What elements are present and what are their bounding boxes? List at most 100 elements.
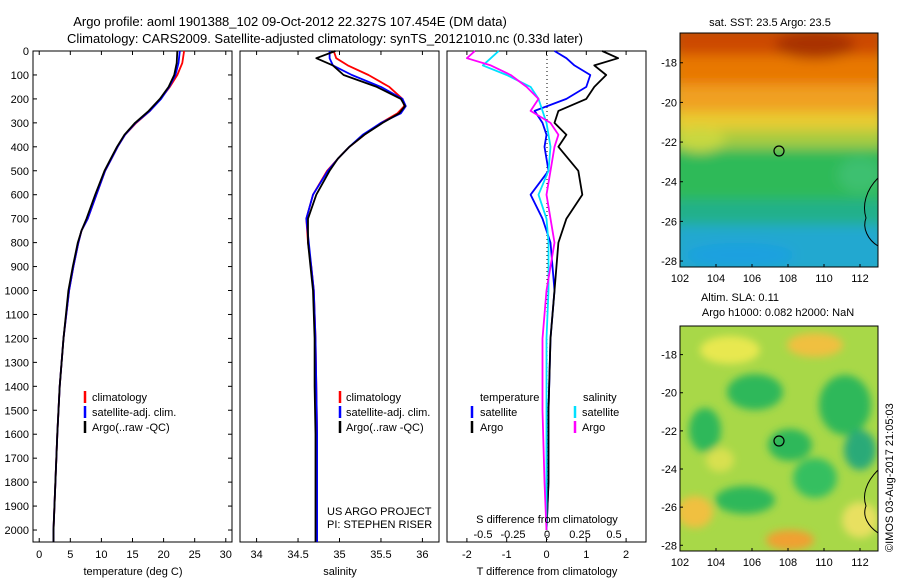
map-x-tick-label: 110 [815, 273, 833, 285]
x-tick-label: 35 [333, 549, 345, 561]
map-y-tick-label: -26 [661, 216, 677, 228]
s-difference-x-label: S difference from climatology [476, 514, 618, 526]
sla-map-title: Altim. SLA: 0.11 [701, 292, 779, 304]
sla-map-panel: Altim. SLA: 0.11 Argo h1000: 0.082 h2000… [661, 292, 879, 569]
depth-tick-label: 700 [11, 214, 29, 226]
salinity-x-label: salinity [323, 566, 357, 578]
depth-tick-label: 1600 [5, 429, 29, 441]
x-tick-label: 25 [189, 549, 201, 561]
map-y-tick-label: -26 [661, 502, 677, 514]
x-tick-label: 2 [623, 549, 629, 561]
map-x-tick-label: 112 [851, 557, 869, 569]
sst-y-axis: -18 -20 -22 -24 -26 -28 [661, 58, 683, 268]
sla-y-axis: -18 -20 -22 -24 -26 -28 [661, 350, 683, 552]
x-tick-label: 1 [583, 549, 589, 561]
x-tick-label: -2 [462, 549, 472, 561]
legend-label-s-satellite: satellite [582, 407, 619, 419]
depth-tick-label: 500 [11, 166, 29, 178]
sst-map-frame [679, 32, 879, 268]
x-tick-label: 15 [126, 549, 138, 561]
map-y-tick-label: -24 [661, 177, 677, 189]
map-x-tick-label: 108 [779, 557, 797, 569]
sst-map-panel: sat. SST: 23.5 Argo: 23.5 102 104 106 108 11… [661, 17, 879, 285]
map-x-tick-label: 102 [671, 273, 689, 285]
legend-label-t-argo: Argo [480, 422, 503, 434]
sst-argo-marker [773, 145, 785, 157]
x-tick-label: 20 [157, 549, 169, 561]
depth-tick-label: 200 [11, 94, 29, 106]
depth-tick-label: 1100 [5, 309, 29, 321]
x-tick-label: 0 [36, 549, 42, 561]
legend-label-climatology: climatology [92, 392, 148, 404]
s-diff-tick-label: 0 [544, 529, 550, 541]
depth-tick-label: 1800 [5, 477, 29, 489]
legend-label-s-argo: Argo [582, 422, 605, 434]
map-y-tick-label: -20 [661, 388, 677, 400]
depth-tick-label: 300 [11, 118, 29, 130]
salinity-plot-frame [239, 50, 440, 543]
legend-label-t-satellite: satellite [480, 407, 517, 419]
series-line-argo-raw-qc- [52, 50, 179, 542]
depth-tick-label: 400 [11, 142, 29, 154]
x-tick-label: -1 [502, 549, 512, 561]
project-annotation: US ARGO PROJECT [327, 506, 432, 518]
sla-map-frame [679, 325, 879, 552]
difference-series [465, 50, 619, 531]
salinity-legend: climatology satellite-adj. clim. Argo(..… [338, 391, 430, 434]
sst-heatmap [680, 33, 878, 267]
salinity-x-axis: 34 34.5 35 35.5 36 [250, 51, 429, 561]
difference-x-axis: -2 -1 0 1 2 -0.5 -0.25 0 0.25 0.5 [462, 51, 629, 561]
map-x-tick-label: 104 [707, 273, 725, 285]
map-x-tick-label: 108 [779, 273, 797, 285]
depth-tick-label: 1300 [5, 357, 29, 369]
depth-tick-label: 1000 [5, 286, 29, 298]
temperature-x-axis: 0 5 10 15 20 25 30 [36, 51, 232, 561]
map-y-tick-label: -20 [661, 97, 677, 109]
map-y-tick-label: -28 [661, 540, 677, 552]
depth-tick-label: 600 [11, 190, 29, 202]
depth-tick-label: 2000 [5, 525, 29, 537]
sla-argo-marker [773, 435, 785, 447]
x-tick-label: 10 [95, 549, 107, 561]
legend-header-temperature: temperature [480, 392, 539, 404]
x-tick-label: 34.5 [287, 549, 308, 561]
sla-coastline [864, 469, 879, 534]
temperature-plot-frame [32, 50, 233, 543]
x-tick-label: 36 [416, 549, 428, 561]
series-line-argo-raw-qc- [307, 50, 406, 542]
depth-tick-label: 1500 [5, 405, 29, 417]
map-x-tick-label: 102 [671, 557, 689, 569]
depth-tick-label: 1900 [5, 501, 29, 513]
imos-credit: ©IMOS 03-Aug-2017 21:05:03 [884, 403, 896, 552]
map-y-tick-label: -28 [661, 256, 677, 268]
map-x-tick-label: 110 [815, 557, 833, 569]
sst-x-axis: 102 104 106 108 110 112 [671, 264, 869, 285]
salinity-panel: 34 34.5 35 35.5 36 salinity climatology sate… [239, 50, 440, 578]
t-difference-x-label: T difference from climatology [477, 566, 618, 578]
series-line-salinity-satellite [481, 50, 552, 530]
legend-label-argo: Argo(..raw -QC) [346, 422, 424, 434]
x-tick-label: 30 [220, 549, 232, 561]
legend-label-climatology: climatology [346, 392, 402, 404]
legend-label-satellite: satellite-adj. clim. [92, 407, 176, 419]
map-x-tick-label: 104 [707, 557, 725, 569]
series-line-temperature-argo [545, 50, 619, 531]
sla-heatmap [680, 326, 878, 551]
depth-tick-label: 1400 [5, 381, 29, 393]
sla-x-axis: 102 104 106 108 110 112 [671, 548, 869, 569]
s-diff-tick-label: -0.5 [474, 529, 493, 541]
sst-coastline [864, 177, 879, 247]
legend-label-satellite: satellite-adj. clim. [346, 407, 430, 419]
salinity-series [305, 50, 407, 542]
depth-tick-label: 0 [23, 46, 29, 58]
map-y-tick-label: -22 [661, 137, 677, 149]
map-x-tick-label: 106 [743, 273, 761, 285]
legend-label-argo: Argo(..raw -QC) [92, 422, 170, 434]
map-y-tick-label: -22 [661, 426, 677, 438]
legend-header-salinity: salinity [583, 392, 617, 404]
s-diff-tick-label: 0.5 [606, 529, 621, 541]
x-tick-label: 35.5 [370, 549, 391, 561]
figure-title: Argo profile: aoml 1901388_102 09-Oct-20… [73, 14, 507, 29]
figure-subtitle: Climatology: CARS2009. Satellite-adjuste… [67, 31, 583, 46]
